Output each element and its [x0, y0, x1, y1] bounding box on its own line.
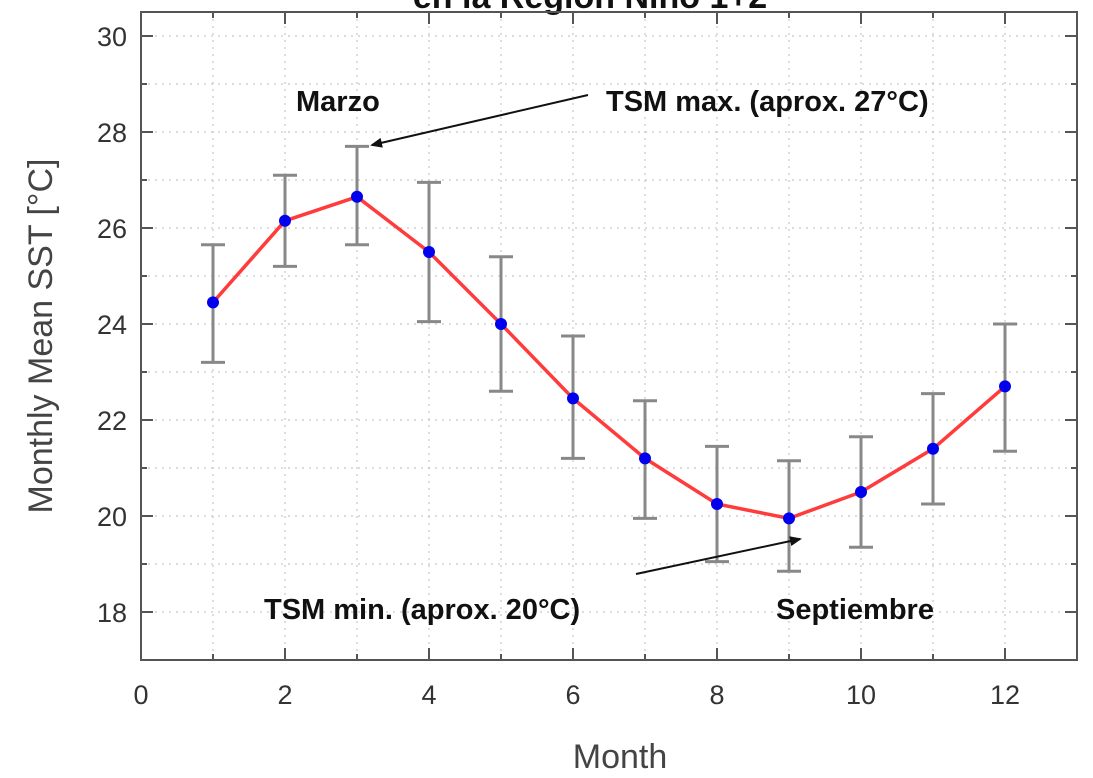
axis-ticks — [141, 12, 1077, 660]
data-points — [207, 190, 1011, 525]
data-point — [207, 296, 219, 309]
chart-title: en la Región Niño 1+2 — [413, 0, 767, 16]
x-axis-label: Month — [573, 738, 668, 776]
y-tick-label: 26 — [97, 214, 127, 244]
y-tick-label: 24 — [97, 310, 127, 340]
x-tick-label: 6 — [565, 680, 580, 710]
data-point — [783, 512, 795, 525]
annotation-max-text: TSM max. (aprox. 27°C) — [606, 86, 929, 118]
x-tick-label: 10 — [846, 680, 876, 710]
y-tick-label: 22 — [97, 406, 127, 436]
y-tick-label: 20 — [97, 502, 127, 532]
y-tick-label: 28 — [97, 118, 127, 148]
data-point — [927, 442, 939, 455]
y-axis-label: Monthly Mean SST [°C] — [22, 159, 60, 514]
series-line — [211, 195, 1007, 521]
annotation-max-month: Marzo — [296, 86, 380, 118]
x-tick-label: 8 — [709, 680, 724, 710]
annotation-min-month: Septiembre — [776, 594, 934, 626]
x-tick-label: 12 — [990, 680, 1020, 710]
data-point — [999, 380, 1011, 393]
data-point — [711, 498, 723, 510]
x-tick-label: 2 — [277, 680, 292, 710]
x-tick-label: 4 — [421, 680, 436, 710]
data-point — [279, 214, 291, 227]
data-point — [567, 392, 579, 405]
data-point — [351, 190, 363, 203]
data-point — [423, 246, 435, 258]
plot-frame — [140, 11, 1078, 661]
error-bars — [201, 144, 1017, 573]
annotation-max-arrow — [370, 94, 589, 148]
x-tick-label: 0 — [133, 680, 148, 710]
y-tick-label: 30 — [97, 22, 127, 52]
data-point — [855, 486, 867, 498]
y-tick-label: 18 — [97, 598, 127, 628]
data-point — [639, 452, 651, 465]
annotation-min-arrow — [635, 536, 802, 575]
data-point — [495, 318, 507, 330]
annotation-min-text: TSM min. (aprox. 20°C) — [264, 594, 580, 626]
